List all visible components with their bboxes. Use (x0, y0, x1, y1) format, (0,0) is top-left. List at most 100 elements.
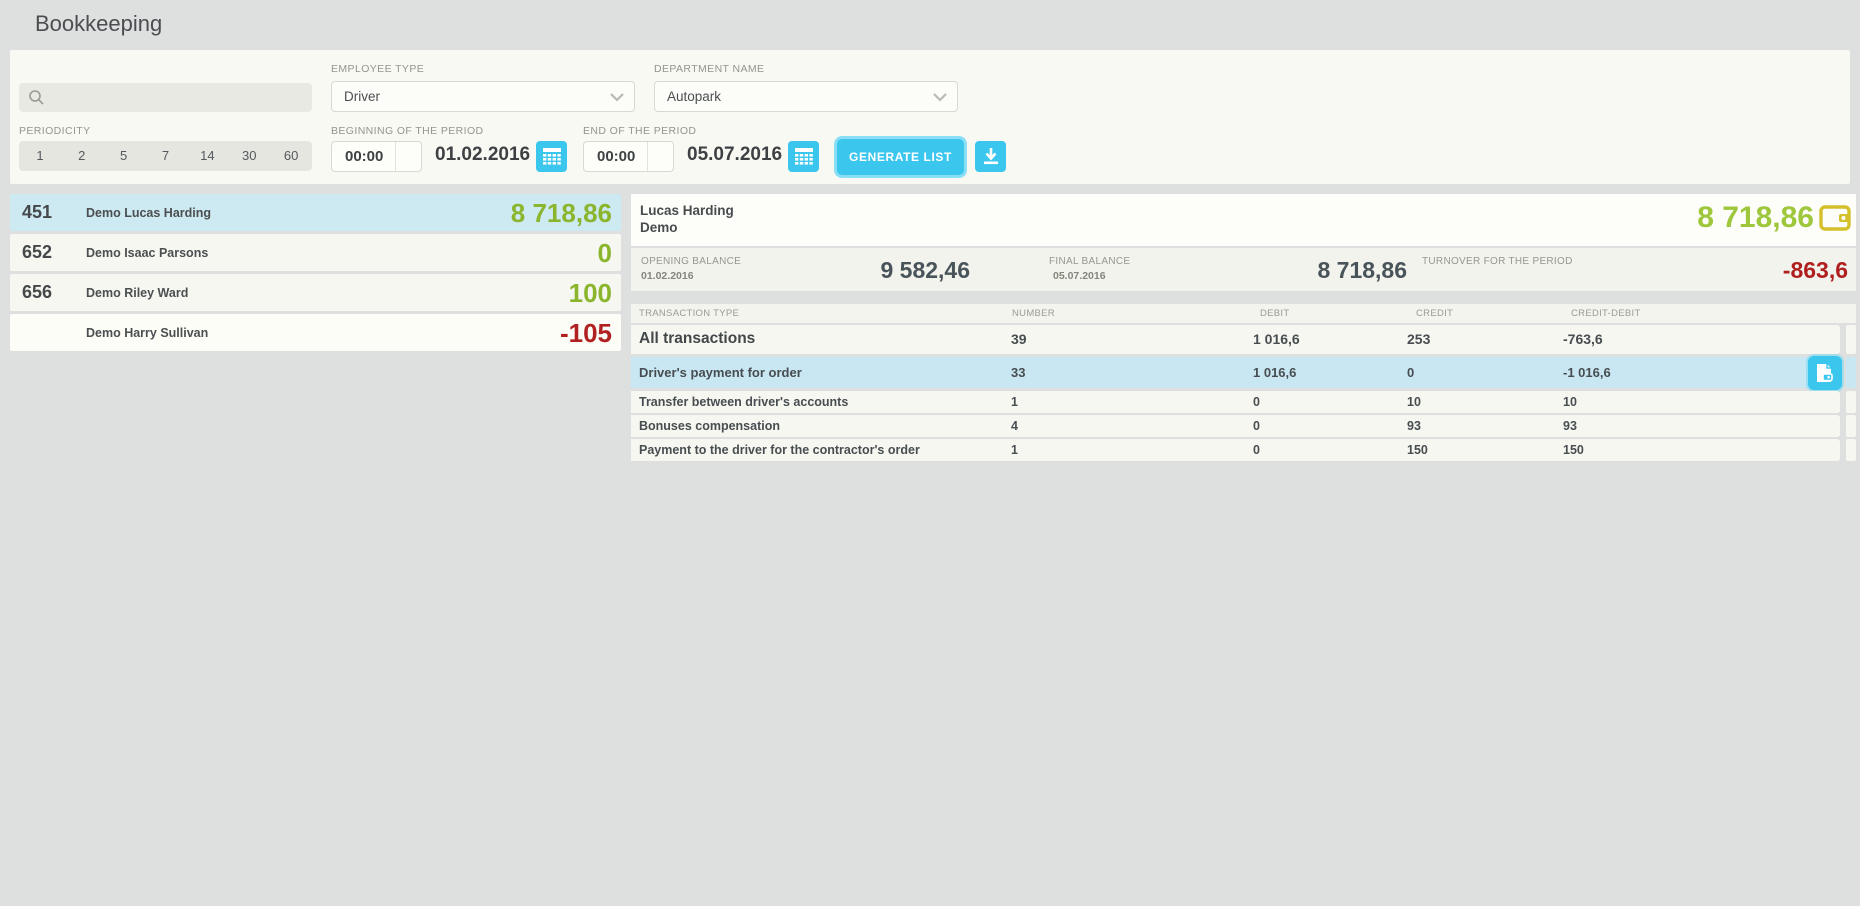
cell-credit: 93 (1407, 419, 1421, 433)
calendar-icon (542, 148, 561, 165)
cell-credit-debit: -763,6 (1563, 331, 1603, 347)
cell-credit: 0 (1407, 365, 1415, 380)
employee-type-select[interactable]: Driver (331, 81, 635, 112)
cell-type: All transactions (639, 330, 756, 347)
cell-debit: 0 (1253, 419, 1260, 433)
driver-row-652[interactable]: 652 Demo Isaac Parsons 0 (10, 234, 621, 271)
driver-balance: -105 (559, 318, 612, 348)
cell-credit-debit: 93 (1563, 419, 1577, 433)
cell-credit: 10 (1407, 395, 1421, 409)
turnover-value: -863,6 (1782, 257, 1848, 283)
period-begin-calendar-button[interactable] (536, 141, 567, 172)
periodicity-option-30[interactable]: 30 (241, 148, 257, 163)
periodicity-option-7[interactable]: 7 (161, 148, 170, 163)
cell-number: 4 (1011, 419, 1018, 433)
detail-name-line2: Demo (640, 220, 678, 235)
cell-credit-debit: -1 016,6 (1563, 365, 1611, 380)
period-end-time-value: 00:00 (597, 148, 636, 165)
table-scroll-sliver (1846, 391, 1856, 413)
driver-balance: 0 (597, 238, 612, 268)
export-row-report-button[interactable] (1808, 356, 1842, 390)
periodicity-option-14[interactable]: 14 (200, 148, 215, 163)
period-end-label: END OF THE PERIOD (583, 125, 697, 137)
driver-balance: 100 (568, 278, 612, 308)
transactions-row-drivers-payment[interactable]: Driver's payment for order 33 1 016,6 0 … (631, 357, 1840, 388)
detail-header: Lucas Harding Demo 8 718,86 (631, 194, 1856, 246)
detail-balance: 8 718,86 (1697, 201, 1814, 234)
opening-balance-date: 01.02.2016 (641, 270, 694, 282)
cell-type: Transfer between driver's accounts (639, 395, 849, 409)
time-input-divider (647, 142, 673, 171)
detail-name-line1: Lucas Harding (640, 203, 734, 218)
cell-credit-debit: 10 (1563, 395, 1577, 409)
driver-row-harry-sullivan[interactable]: Demo Harry Sullivan -105 (10, 314, 621, 351)
time-input-divider (395, 142, 421, 171)
driver-name: Demo Isaac Parsons (86, 246, 209, 260)
col-debit: DEBIT (1260, 308, 1290, 319)
col-credit-debit: CREDIT-DEBIT (1571, 308, 1641, 319)
cell-type: Driver's payment for order (639, 365, 802, 380)
periodicity-option-2[interactable]: 2 (78, 148, 86, 163)
chevron-down-icon (610, 93, 624, 102)
period-begin-date: 01.02.2016 (435, 144, 531, 165)
cell-credit-debit: 150 (1563, 443, 1584, 457)
employee-type-label: EMPLOYEE TYPE (331, 63, 425, 75)
col-transaction-type: TRANSACTION TYPE (639, 308, 740, 319)
filter-panel: EMPLOYEE TYPE Driver DEPARTMENT NAME Aut… (10, 50, 1850, 184)
driver-row-451[interactable]: 451 Demo Lucas Harding 8 718,86 (10, 194, 621, 231)
period-end-time-input[interactable]: 00:00 (583, 141, 674, 172)
department-name-select[interactable]: Autopark (654, 81, 958, 112)
final-balance-value: 8 718,86 (1317, 257, 1407, 283)
driver-id: 656 (22, 282, 53, 302)
col-credit: CREDIT (1416, 308, 1454, 319)
periodicity-option-5[interactable]: 5 (120, 148, 128, 163)
table-scroll-sliver (1846, 439, 1856, 461)
period-begin-time-value: 00:00 (345, 148, 384, 165)
download-button[interactable] (975, 141, 1006, 172)
period-begin-time-input[interactable]: 00:00 (331, 141, 422, 172)
transactions-row-bonuses[interactable]: Bonuses compensation 4 0 93 93 (631, 415, 1840, 437)
page-title: Bookkeeping (35, 11, 163, 36)
download-icon (983, 148, 998, 165)
calendar-icon (794, 148, 813, 165)
periodicity-label: PERIODICITY (19, 125, 91, 137)
cell-number: 1 (1011, 443, 1018, 457)
table-scroll-sliver (1846, 415, 1856, 437)
cell-debit: 1 016,6 (1253, 331, 1300, 347)
cell-credit: 150 (1407, 443, 1428, 457)
opening-balance-label: OPENING BALANCE (641, 256, 742, 267)
cell-number: 33 (1011, 365, 1026, 380)
driver-name: Demo Harry Sullivan (86, 326, 209, 340)
search-box (19, 83, 312, 112)
search-input[interactable] (49, 83, 304, 112)
cell-credit: 253 (1407, 331, 1431, 347)
cell-type: Bonuses compensation (639, 419, 780, 433)
period-begin-label: BEGINNING OF THE PERIOD (331, 125, 484, 137)
periodicity-option-1[interactable]: 1 (36, 148, 44, 163)
generate-list-button[interactable]: GENERATE LIST (837, 139, 964, 175)
turnover-label: TURNOVER FOR THE PERIOD (1422, 256, 1573, 267)
transactions-row-transfer[interactable]: Transfer between driver's accounts 1 0 1… (631, 391, 1840, 413)
driver-row-656[interactable]: 656 Demo Riley Ward 100 (10, 274, 621, 311)
final-balance-label: FINAL BALANCE (1049, 256, 1131, 267)
export-report-icon (1817, 364, 1833, 382)
wallet-icon[interactable] (1819, 205, 1851, 231)
balance-summary-strip: OPENING BALANCE 01.02.2016 9 582,46 FINA… (631, 248, 1856, 291)
department-name-value: Autopark (667, 89, 722, 104)
final-balance-date: 05.07.2016 (1053, 270, 1106, 282)
period-end-date: 05.07.2016 (687, 144, 783, 165)
cell-number: 39 (1011, 331, 1027, 347)
periodicity-bar: 1 2 5 7 14 30 60 (19, 141, 312, 171)
transactions-row-all[interactable]: All transactions 39 1 016,6 253 -763,6 (631, 325, 1840, 354)
table-scroll-sliver (1846, 357, 1856, 388)
periodicity-option-60[interactable]: 60 (283, 148, 299, 163)
search-icon (29, 90, 44, 105)
cell-number: 1 (1011, 395, 1018, 409)
transactions-row-contractor-payment[interactable]: Payment to the driver for the contractor… (631, 439, 1840, 461)
period-end-calendar-button[interactable] (788, 141, 819, 172)
cell-debit: 0 (1253, 395, 1260, 409)
driver-name: Demo Riley Ward (86, 286, 189, 300)
chevron-down-icon (933, 93, 947, 102)
driver-id: 451 (22, 202, 53, 222)
